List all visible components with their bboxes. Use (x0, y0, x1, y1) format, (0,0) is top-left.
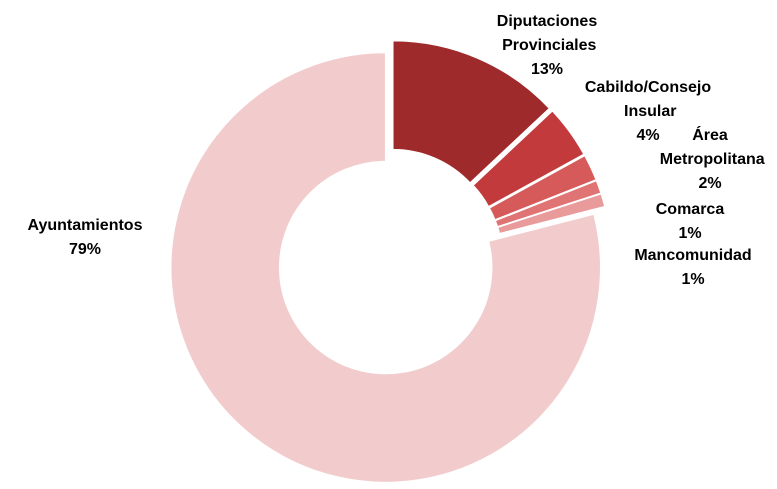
donut-slice (471, 109, 586, 208)
slice-label: Cabildo/Consejo Insular (585, 79, 711, 120)
slice-value-label: 1% (678, 225, 701, 242)
slice-label: Ayuntamientos (28, 217, 143, 234)
slice-value-label: 2% (698, 175, 721, 192)
slice-label: Mancomunidad (634, 247, 751, 264)
slice-value-label: 1% (681, 271, 704, 288)
slice-label: Área Metropolitana (655, 125, 764, 168)
slice-value-label: 13% (531, 61, 563, 78)
donut-slice (496, 192, 606, 235)
slice-label: Comarca (656, 201, 725, 218)
slice-label: Diputaciones Provinciales (497, 13, 598, 54)
donut-slice (169, 51, 602, 484)
slice-value-label: 4% (636, 127, 659, 144)
slice-value-label: 79% (69, 241, 101, 258)
donut-slice (392, 39, 551, 185)
